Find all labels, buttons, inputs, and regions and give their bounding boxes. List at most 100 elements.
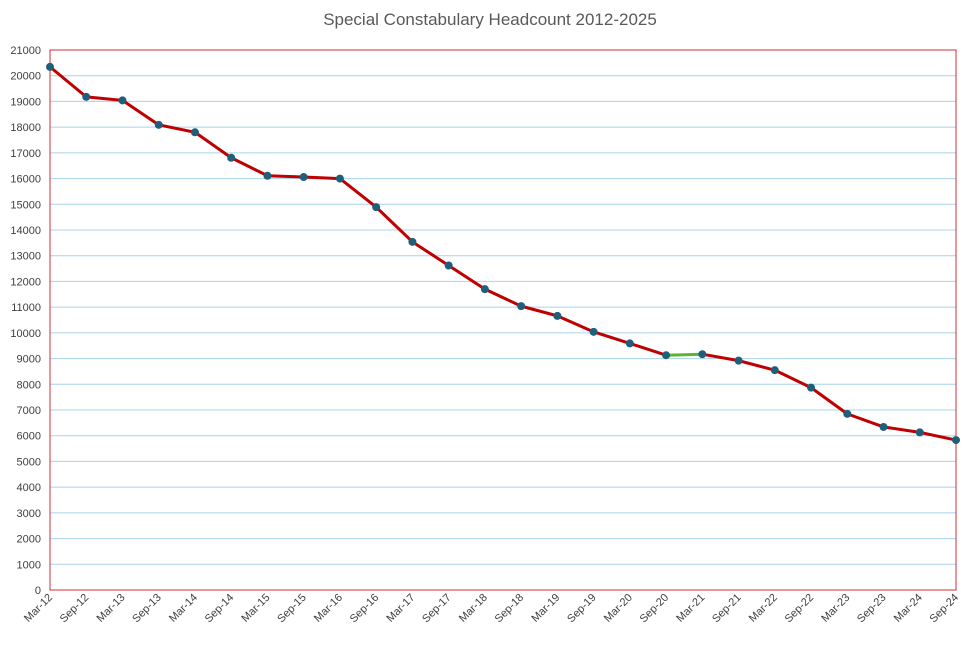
x-tick-label: Sep-20 (638, 592, 672, 626)
y-tick-label: 7000 (17, 405, 41, 417)
plot-area-border (49, 49, 957, 591)
data-point (698, 350, 707, 359)
data-point (625, 339, 634, 348)
x-tick-label: Mar-23 (819, 592, 852, 625)
x-tick-label: Mar-16 (312, 592, 345, 625)
y-tick-label: 21000 (10, 45, 41, 57)
x-tick-label: Mar-17 (384, 592, 417, 625)
x-tick-label: Sep-18 (493, 592, 527, 626)
data-point (118, 96, 127, 105)
data-point (46, 62, 54, 71)
series-line-headcount (48, 65, 958, 442)
y-tick-label: 18000 (10, 122, 41, 134)
x-tick-label: Mar-14 (167, 592, 200, 625)
y-tick-label: 13000 (10, 251, 41, 263)
y-tick-label: 4000 (17, 482, 41, 494)
line-segment (737, 359, 777, 372)
line-segment (157, 123, 197, 134)
x-tick-label: Sep-13 (130, 592, 164, 626)
data-point (589, 327, 598, 336)
chart-title: Special Constabulary Headcount 2012-2025 (323, 10, 657, 29)
x-tick-label: Sep-15 (275, 592, 309, 626)
x-tick-label: Sep-23 (855, 592, 889, 626)
y-tick-label: 2000 (17, 534, 41, 546)
y-tick-label: 17000 (10, 148, 41, 160)
x-tick-label: Sep-21 (710, 592, 744, 626)
line-segment (229, 156, 269, 178)
line-segment (845, 412, 886, 429)
y-tick-label: 6000 (17, 431, 41, 443)
data-point (662, 351, 671, 360)
data-point (372, 203, 381, 212)
x-tick-label: Sep-14 (203, 592, 237, 626)
line-segment (374, 205, 414, 244)
x-tick-label: Mar-22 (747, 592, 780, 625)
x-tick-label: Sep-17 (420, 592, 454, 626)
data-point (154, 120, 163, 129)
data-point (480, 285, 489, 294)
data-point (263, 171, 272, 180)
line-segment (302, 175, 342, 181)
x-tick-label: Mar-19 (529, 592, 562, 625)
data-point (807, 383, 816, 392)
data-point (444, 261, 453, 270)
data-point (952, 436, 960, 445)
line-segment (447, 263, 487, 291)
line-segment (882, 425, 922, 434)
line-segment (519, 304, 559, 318)
data-point (82, 92, 91, 101)
line-segment (809, 386, 849, 416)
line-segment (918, 430, 958, 442)
line-segment (592, 330, 632, 345)
line-segment (84, 95, 124, 102)
line-segment-highlight (664, 352, 704, 357)
x-tick-label: Mar-18 (457, 592, 490, 625)
y-axis-tick-labels: 0 1000 2000 3000 4000 5000 6000 7000 8000 9000 100… (10, 45, 41, 597)
line-segment (193, 130, 233, 160)
data-point (408, 237, 417, 246)
line-segment (628, 341, 668, 357)
y-tick-label: 16000 (10, 174, 41, 186)
line-segment (48, 65, 88, 99)
x-tick-label: Sep-19 (565, 592, 599, 626)
y-tick-label: 12000 (10, 276, 41, 288)
data-point (915, 428, 924, 437)
line-segment (700, 352, 741, 363)
line-segment (410, 240, 451, 267)
x-tick-label: Mar-15 (239, 592, 272, 625)
x-tick-label: Sep-16 (348, 592, 382, 626)
data-point (299, 173, 308, 182)
data-point (770, 366, 779, 375)
y-tick-label: 14000 (10, 225, 41, 237)
x-tick-label: Mar-21 (674, 592, 707, 625)
x-axis-tick-labels: Mar-12 Sep-12 Mar-13 Sep-13 Mar-14 Sep-14 Mar-… (22, 592, 961, 626)
line-segment (265, 174, 306, 179)
y-tick-label: 8000 (17, 379, 41, 391)
data-point (843, 409, 852, 418)
gridlines (50, 49, 956, 565)
y-tick-label: 11000 (11, 302, 41, 314)
line-segment (773, 368, 813, 390)
data-point (553, 311, 562, 320)
y-tick-label: 0 (35, 585, 41, 597)
data-point (517, 302, 526, 311)
line-segment (120, 98, 161, 127)
y-tick-label: 20000 (10, 71, 41, 83)
data-point (879, 422, 888, 431)
y-tick-label: 10000 (10, 328, 41, 340)
y-tick-label: 1000 (17, 559, 41, 571)
y-tick-label: 3000 (17, 508, 41, 520)
data-point (335, 174, 344, 183)
data-points (46, 62, 960, 445)
y-tick-label: 15000 (10, 199, 41, 211)
x-tick-label: Sep-12 (58, 592, 92, 626)
y-tick-label: 9000 (17, 354, 41, 366)
y-tick-label: 19000 (10, 96, 41, 108)
data-point (734, 356, 743, 365)
x-tick-label: Sep-24 (928, 592, 962, 626)
line-segment (555, 314, 596, 334)
line-segment (338, 177, 378, 209)
x-tick-label: Mar-13 (94, 592, 127, 625)
x-tick-label: Sep-22 (783, 592, 817, 626)
